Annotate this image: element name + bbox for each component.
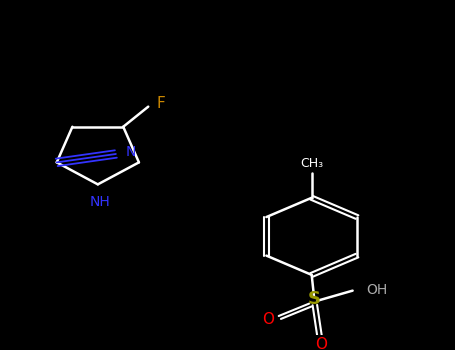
- Text: N: N: [126, 145, 136, 159]
- Text: S: S: [308, 290, 320, 308]
- Text: O: O: [315, 337, 327, 350]
- Text: CH₃: CH₃: [300, 157, 323, 170]
- Text: OH: OH: [366, 283, 388, 297]
- Text: F: F: [157, 96, 165, 111]
- Text: NH: NH: [90, 195, 111, 209]
- Text: O: O: [262, 312, 274, 327]
